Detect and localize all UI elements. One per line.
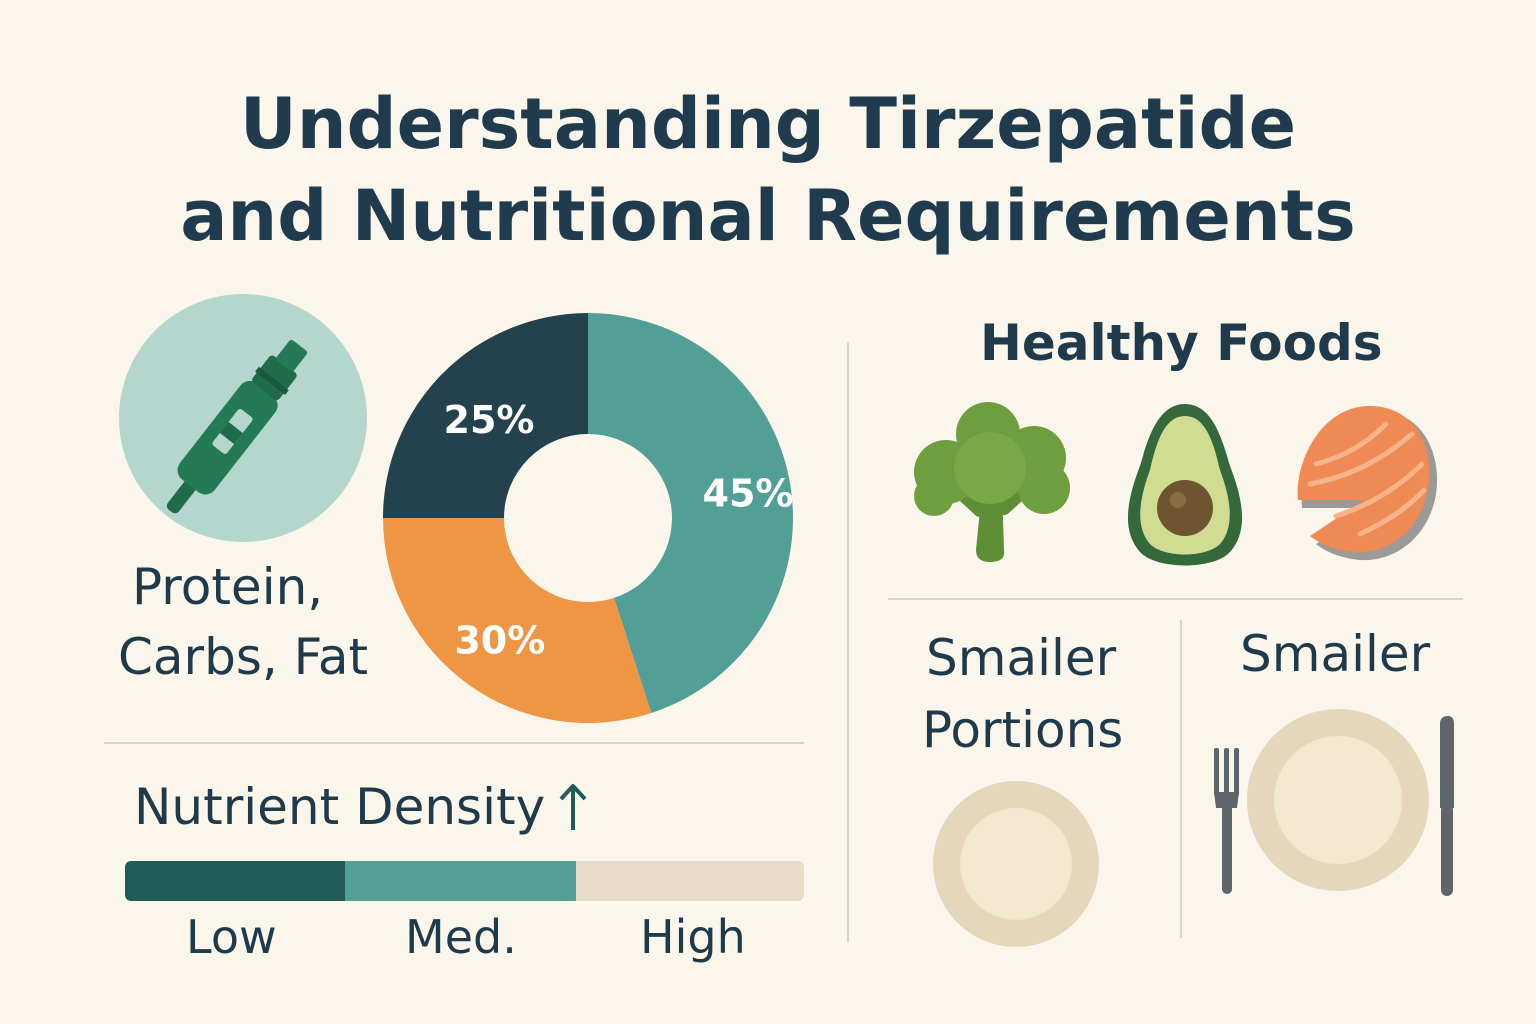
page-title: Understanding Tirzepatide and Nutritiona… [0, 78, 1536, 262]
density-segment-med [345, 861, 576, 901]
portions-left-line-1: Smailer [926, 629, 1117, 687]
large-plate-icon [1246, 708, 1430, 896]
small-plate-icon [932, 780, 1100, 952]
syringe-pen-icon [118, 293, 368, 543]
macros-label: Protein, Carbs, Fat [118, 552, 418, 692]
nutrient-density-label: Nutrient Density [134, 778, 587, 836]
avocado-icon [1122, 402, 1248, 574]
knife-icon [1434, 712, 1460, 904]
nutrient-density-text: Nutrient Density [134, 778, 546, 836]
nutrient-density-bar [125, 861, 804, 901]
fork-icon [1208, 738, 1252, 902]
donut-label-1: 30% [454, 618, 545, 662]
macros-label-line-1: Protein, [132, 558, 324, 616]
donut-slice-0 [588, 313, 793, 713]
salmon-icon [1296, 404, 1442, 568]
portions-left-line-2: Portions [922, 701, 1124, 759]
density-level-med: Med. [405, 910, 517, 964]
donut-label-0: 45% [703, 472, 794, 516]
smaller-portions-label: Smailer Portions [922, 622, 1123, 766]
title-line-2: and Nutritional Requirements [180, 175, 1356, 257]
title-line-1: Understanding Tirzepatide [239, 83, 1297, 165]
donut-slice-2 [383, 313, 588, 518]
density-segment-high [576, 861, 804, 901]
vertical-divider [847, 342, 849, 942]
density-level-low: Low [186, 910, 277, 964]
macros-label-line-2: Carbs, Fat [118, 628, 369, 686]
broccoli-icon [910, 400, 1075, 572]
donut-label-2: 25% [444, 398, 535, 442]
density-level-high: High [640, 910, 746, 964]
macro-donut-chart: 45% 30% 25% [383, 313, 794, 723]
up-arrow-icon [559, 784, 587, 830]
donut-slice-1 [383, 518, 652, 723]
healthy-foods-heading: Healthy Foods [980, 314, 1383, 372]
smaller-right-label: Smailer [1240, 625, 1431, 683]
right-horizontal-divider [888, 598, 1463, 600]
left-horizontal-divider [104, 742, 804, 744]
density-segment-low [125, 861, 345, 901]
portions-divider [1180, 620, 1182, 938]
